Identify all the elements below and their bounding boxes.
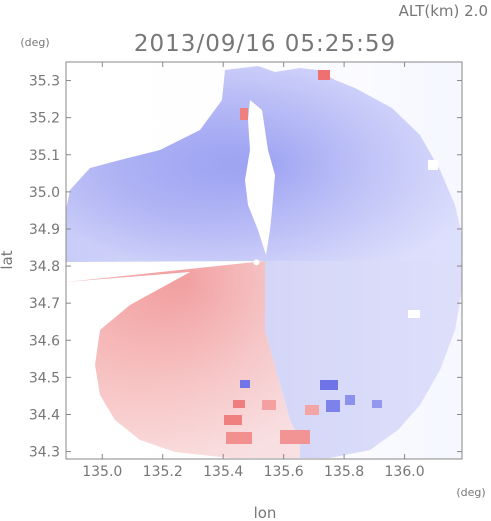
x-tick-label: 135.6 [264, 464, 304, 480]
y-axis: 34.3 34.4 34.5 34.6 34.7 34.8 34.9 35.0 35.1 35.2… [29, 74, 462, 461]
y-tick-label: 34.9 [29, 222, 60, 238]
y-tick-label: 35.0 [29, 185, 60, 201]
y-axis-label: lat [0, 250, 16, 269]
x-tick-label: 135.2 [143, 464, 183, 480]
y-tick-label: 35.1 [29, 148, 60, 164]
y-tick-label: 34.5 [29, 370, 60, 386]
no-data-gap-north [245, 100, 275, 255]
x-axis-label: lon [254, 504, 277, 521]
x-tick-label: 135.4 [203, 464, 243, 480]
x-unit-label: (deg) [456, 486, 485, 499]
x-tick-label: 135.0 [82, 464, 122, 480]
y-unit-label: (deg) [20, 36, 49, 49]
y-tick-label: 34.4 [29, 407, 60, 423]
y-tick-label: 35.2 [29, 111, 60, 127]
no-data-gap-west [66, 272, 190, 330]
radar-field [66, 62, 462, 459]
radar-center-marker [253, 259, 260, 266]
y-tick-label: 35.3 [29, 74, 60, 90]
x-tick-label: 135.8 [324, 464, 364, 480]
y-tick-label: 34.7 [29, 296, 60, 312]
chart-title: 2013/09/16 05:25:59 [134, 31, 396, 57]
x-tick-label: 136.0 [385, 464, 425, 480]
y-tick-label: 34.8 [29, 259, 60, 275]
altitude-label: ALT(km) 2.0 [399, 2, 488, 20]
speckle-echoes [224, 70, 438, 444]
x-axis: 135.0 135.2 135.4 135.6 135.8 136.0 [82, 62, 425, 480]
y-tick-label: 34.6 [29, 333, 60, 349]
y-tick-label: 34.3 [29, 445, 60, 461]
plot-frame [65, 61, 463, 460]
